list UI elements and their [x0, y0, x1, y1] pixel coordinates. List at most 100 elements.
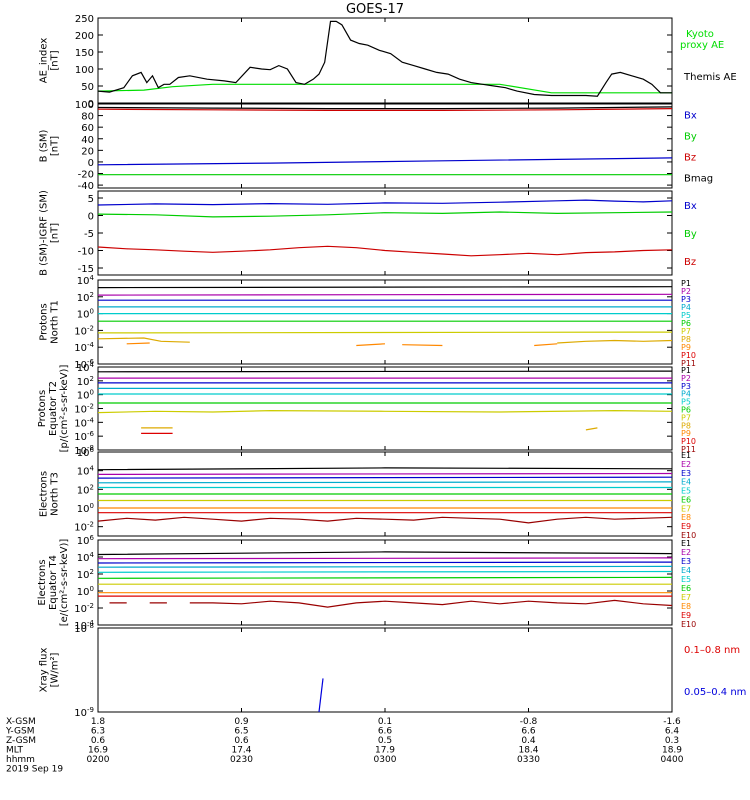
x-axis-row-value: 0.3 — [665, 736, 679, 746]
x-axis-row-value: 0330 — [517, 755, 540, 765]
legend-label: P5 — [681, 311, 691, 320]
series-line-bmag — [97, 106, 673, 110]
legend-label: P6 — [681, 406, 691, 415]
y-tick-label: 50 — [81, 82, 94, 93]
legend-label: P9 — [681, 343, 691, 352]
panel-3-frame — [97, 190, 673, 276]
legend-label: E7 — [681, 593, 691, 602]
series-line-e10 — [97, 516, 673, 524]
x-axis-row-value: 18.9 — [662, 746, 682, 756]
x-axis-row-value: 18.4 — [518, 746, 538, 756]
legend-label: Bz — [684, 257, 696, 268]
y-tick-label: 10-6 — [74, 358, 94, 371]
x-axis-row-value: 0400 — [661, 755, 684, 765]
x-axis-row-value: 0.4 — [521, 736, 536, 746]
legend-label: E6 — [681, 584, 691, 593]
y-tick-label: 102 — [77, 375, 94, 388]
legend-label: By — [684, 229, 697, 240]
y-tick-label: 102 — [77, 568, 94, 581]
legend-label: E1 — [681, 451, 691, 460]
legend-label: E8 — [681, 602, 691, 611]
series-line-e3 — [97, 561, 673, 564]
panel-2-frame — [97, 103, 673, 189]
legend-label: 0.1–0.8 nm — [684, 645, 740, 656]
series-line-e10 — [189, 599, 673, 608]
y-tick-label: 102 — [77, 483, 94, 496]
panel-2-ylabel: [nT] — [50, 136, 61, 156]
legend-label: E3 — [681, 469, 691, 478]
series-line-p9 — [534, 343, 558, 347]
series-line-p1 — [97, 286, 673, 289]
y-tick-label: 10-2 — [74, 324, 94, 337]
y-tick-label: 150 — [75, 48, 94, 59]
series-line-p7 — [97, 409, 673, 414]
y-tick-label: 250 — [75, 14, 94, 25]
x-axis-row-label: Y-GSM — [5, 727, 34, 737]
legend-label: E6 — [681, 495, 691, 504]
x-axis-row-value: 0300 — [374, 755, 397, 765]
x-axis-row-value: 6.6 — [378, 727, 393, 737]
panel-7-ylabel: Equator T4 — [48, 555, 59, 610]
panel-7-ylabel: [e/(cm²-s-sr-keV)] — [59, 539, 70, 627]
x-axis-row-label: X-GSM — [6, 717, 36, 727]
y-tick-label: -5 — [84, 229, 94, 240]
series-line-bx — [97, 199, 673, 206]
legend-label: P2 — [681, 287, 691, 296]
x-axis-row-value: 6.4 — [665, 727, 680, 737]
y-tick-label: 20 — [81, 146, 94, 157]
series-line-bz — [97, 108, 673, 112]
legend-label: P3 — [681, 382, 691, 391]
y-tick-label: 104 — [77, 361, 95, 374]
y-tick-label: 80 — [81, 112, 94, 123]
legend-label: proxy AE — [680, 40, 724, 51]
x-axis-row-value: -1.6 — [663, 717, 681, 727]
legend-label: E10 — [681, 620, 696, 629]
y-tick-label: 10-6 — [74, 430, 94, 443]
legend-label: E3 — [681, 557, 691, 566]
legend-label: Bmag — [684, 174, 713, 185]
x-axis-row-value: 0.6 — [234, 736, 249, 746]
panel-6-ylabel: Electrons — [39, 471, 50, 517]
series-line-p1 — [97, 370, 673, 373]
y-tick-label: 0 — [88, 158, 94, 169]
panel-1-ylabel: [nT] — [50, 50, 61, 70]
y-tick-label: 10-4 — [74, 619, 94, 632]
panel-5-frame — [97, 366, 673, 451]
panel-5-ylabel: Protons — [37, 390, 48, 427]
legend-label: P4 — [681, 390, 691, 399]
legend-label: P10 — [681, 351, 696, 360]
y-tick-label: 104 — [77, 274, 95, 287]
x-axis-row-value: 17.4 — [231, 746, 251, 756]
x-axis-row-value: 6.5 — [234, 727, 248, 737]
panel-7-ylabel: Electrons — [37, 559, 48, 605]
x-axis-row-label: MLT — [6, 746, 24, 756]
legend-label: P5 — [681, 398, 691, 407]
legend-label: P7 — [681, 327, 691, 336]
legend-label: P11 — [681, 359, 696, 368]
panel-3-ylabel: [nT] — [50, 223, 61, 243]
panel-8-ylabel: [W/m²] — [50, 652, 61, 687]
x-axis-row-value: -0.8 — [520, 717, 538, 727]
series-line-e2 — [97, 557, 673, 560]
legend-label: P3 — [681, 295, 691, 304]
legend-label: Bz — [684, 153, 696, 164]
panel-6-ylabel: North T3 — [50, 472, 61, 516]
legend-label: P1 — [681, 279, 691, 288]
legend-label: Bx — [684, 111, 697, 122]
y-tick-label: 10-8 — [74, 622, 94, 635]
legend-label: E7 — [681, 504, 691, 513]
y-tick-label: 104 — [77, 465, 95, 478]
legend-label: E4 — [681, 478, 691, 487]
series-line-by — [97, 211, 673, 218]
legend-label: E5 — [681, 487, 691, 496]
y-tick-label: 100 — [77, 585, 94, 598]
y-tick-label: 10-8 — [74, 444, 94, 457]
x-axis-row-value: 6.6 — [521, 727, 536, 737]
series-line-e6 — [97, 576, 673, 579]
legend-label: P6 — [681, 319, 691, 328]
legend-label: By — [684, 132, 697, 143]
panel-8-frame — [97, 627, 673, 713]
series-line-p8 — [97, 337, 190, 343]
legend-label: P9 — [681, 429, 691, 438]
